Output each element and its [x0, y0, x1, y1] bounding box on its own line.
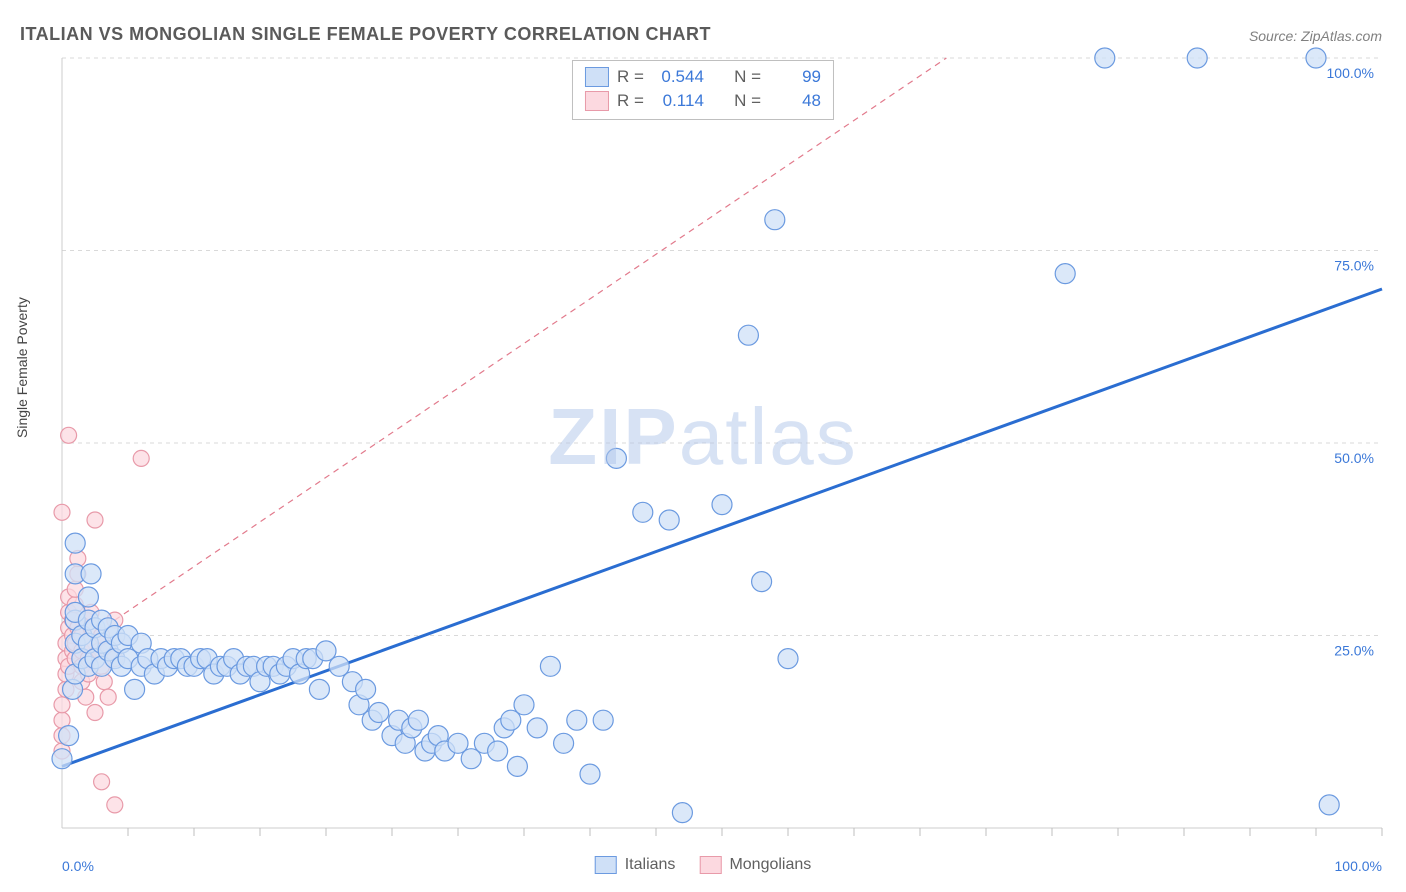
n-value: 99	[769, 64, 821, 90]
data-point	[1319, 795, 1339, 815]
data-point	[59, 726, 79, 746]
data-point	[133, 450, 149, 466]
data-point	[1055, 264, 1075, 284]
data-point	[1095, 48, 1115, 68]
source-name: ZipAtlas.com	[1301, 28, 1382, 44]
y-tick-label: 75.0%	[1334, 258, 1374, 274]
data-point	[408, 710, 428, 730]
y-tick-label: 50.0%	[1334, 450, 1374, 466]
data-point	[752, 572, 772, 592]
data-point	[507, 756, 527, 776]
data-point	[54, 697, 70, 713]
data-point	[606, 448, 626, 468]
data-point	[765, 210, 785, 230]
stats-row: R = 0.114 N = 48	[585, 89, 821, 113]
r-value: 0.544	[652, 64, 704, 90]
data-point	[712, 495, 732, 515]
data-point	[94, 774, 110, 790]
y-tick-label: 100.0%	[1327, 65, 1374, 81]
data-point	[54, 504, 70, 520]
data-point	[659, 510, 679, 530]
legend-swatch	[595, 856, 617, 874]
data-point	[100, 689, 116, 705]
data-point	[567, 710, 587, 730]
legend-label: Mongolians	[729, 856, 811, 874]
x-axis-end-label: 100.0%	[1335, 858, 1382, 874]
n-label: N =	[734, 64, 761, 90]
data-point	[65, 533, 85, 553]
series-swatch	[585, 67, 609, 87]
trend-line	[115, 58, 947, 620]
data-point	[1187, 48, 1207, 68]
legend-item: Italians	[595, 856, 676, 874]
legend-label: Italians	[625, 856, 676, 874]
stats-box: R = 0.544 N = 99 R = 0.114 N = 48	[572, 60, 834, 120]
n-value: 48	[769, 88, 821, 114]
data-point	[309, 679, 329, 699]
legend-swatch	[699, 856, 721, 874]
data-point	[1306, 48, 1326, 68]
scatter-chart: 25.0% 50.0% 75.0% 100.0%	[62, 58, 1382, 828]
data-point	[514, 695, 534, 715]
data-point	[672, 803, 692, 823]
data-point	[593, 710, 613, 730]
trend-line	[62, 289, 1382, 766]
data-point	[488, 741, 508, 761]
source-attribution: Source: ZipAtlas.com	[1249, 28, 1382, 44]
data-point	[527, 718, 547, 738]
source-prefix: Source:	[1249, 28, 1301, 44]
data-point	[738, 325, 758, 345]
legend-item: Mongolians	[699, 856, 811, 874]
data-point	[52, 749, 72, 769]
series-swatch	[585, 91, 609, 111]
data-point	[81, 564, 101, 584]
data-point	[778, 649, 798, 669]
data-point	[87, 512, 103, 528]
data-point	[554, 733, 574, 753]
data-point	[369, 703, 389, 723]
data-point	[356, 679, 376, 699]
data-point	[107, 797, 123, 813]
data-point	[87, 705, 103, 721]
stats-row: R = 0.544 N = 99	[585, 65, 821, 89]
data-point	[125, 679, 145, 699]
data-point	[61, 427, 77, 443]
chart-title: ITALIAN VS MONGOLIAN SINGLE FEMALE POVER…	[20, 24, 711, 45]
x-axis-start-label: 0.0%	[62, 858, 94, 874]
r-label: R =	[617, 88, 644, 114]
r-label: R =	[617, 64, 644, 90]
data-point	[540, 656, 560, 676]
data-point	[633, 502, 653, 522]
legend: Italians Mongolians	[595, 856, 812, 874]
y-tick-label: 25.0%	[1334, 643, 1374, 659]
y-axis-label: Single Female Poverty	[14, 297, 30, 438]
r-value: 0.114	[652, 88, 704, 114]
plot-area: 25.0% 50.0% 75.0% 100.0%	[62, 58, 1382, 828]
n-label: N =	[734, 88, 761, 114]
data-point	[78, 587, 98, 607]
data-point	[580, 764, 600, 784]
